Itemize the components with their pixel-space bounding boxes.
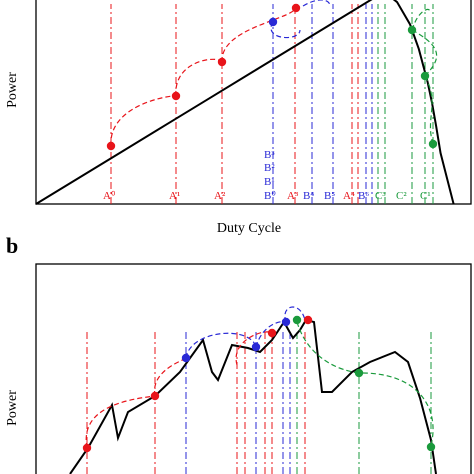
panel-b-point xyxy=(426,442,436,452)
panel-a-tick-label: A³ xyxy=(287,190,299,202)
panel-b-point xyxy=(292,315,302,325)
panel-a-tick-label: B² xyxy=(264,162,275,174)
panel-b-power-curve xyxy=(69,318,437,474)
panel-a-hop-arrow xyxy=(110,95,177,147)
panel-a-tick-label: B⁶ xyxy=(358,190,369,202)
panel-b-plot xyxy=(35,263,472,474)
panel-a-point xyxy=(420,71,430,81)
panel-b-point xyxy=(267,328,277,338)
panel-a-tick-label: B⁵ xyxy=(324,190,335,202)
panel-a-tick-label: A⁴ xyxy=(343,190,355,202)
panel-b-letter: b xyxy=(6,233,18,258)
panel-b-point xyxy=(251,342,261,352)
panel-a-tick-label: B¹ xyxy=(264,176,275,188)
panel-a-hop-arrow xyxy=(411,8,431,31)
panel-a-hop-arrow xyxy=(302,0,331,7)
panel-b-hop-arrow xyxy=(235,331,273,366)
panel-b-point xyxy=(150,391,160,401)
panel-b-y-axis-label: Power xyxy=(5,390,20,426)
panel-b-point xyxy=(181,353,191,363)
panel-a-tick-label: B⁰ xyxy=(264,190,276,202)
panel-b-frame xyxy=(35,263,472,474)
panel-b-hop-arrow xyxy=(85,395,156,449)
panel-a-tick-label: A² xyxy=(214,190,226,202)
panel-b: b Power xyxy=(5,233,472,474)
panel-a-hop-arrow xyxy=(424,75,434,145)
panel-a-hop-arrow xyxy=(175,58,223,97)
panel-a-hop-arrow xyxy=(411,29,438,77)
panel-a-tick-label: B⁴ xyxy=(303,190,314,202)
panel-a-frame xyxy=(35,0,472,205)
panel-a-tick-label: A¹ xyxy=(169,190,180,202)
panel-b-point xyxy=(82,443,92,453)
panel-a-x-axis-label: Duty Cycle xyxy=(217,221,281,236)
panel-a-tick-label: C³ xyxy=(375,190,386,202)
panel-b-hop-arrow xyxy=(185,332,257,359)
panel-a-hop-arrow xyxy=(270,21,301,39)
panel-b-point xyxy=(354,368,364,378)
panel-a-tick-label: B³ xyxy=(264,149,275,161)
panel-b-hop-arrow xyxy=(154,357,187,397)
panel-a-tick-label: C¹ xyxy=(420,190,431,202)
panel-a-power-curve xyxy=(35,0,455,205)
panel-a-point xyxy=(217,57,227,67)
panel-a-point xyxy=(171,91,181,101)
panel-a-point xyxy=(268,17,278,27)
panel-b-point xyxy=(281,317,291,327)
panel-a-hop-arrow xyxy=(221,7,297,63)
panel-b-point xyxy=(303,315,313,325)
panel-b-hop-arrow xyxy=(358,372,434,446)
panel-b-hop-arrow xyxy=(296,321,360,374)
panel-a-point xyxy=(106,141,116,151)
panel-a-point xyxy=(291,3,301,13)
panel-a-point xyxy=(428,139,438,149)
panel-a-tick-label: A⁰ xyxy=(103,190,116,202)
panel-a-point xyxy=(407,25,417,35)
panel-a-tick-label: C² xyxy=(396,190,407,202)
panel-a-y-axis-label: Power xyxy=(5,72,20,108)
